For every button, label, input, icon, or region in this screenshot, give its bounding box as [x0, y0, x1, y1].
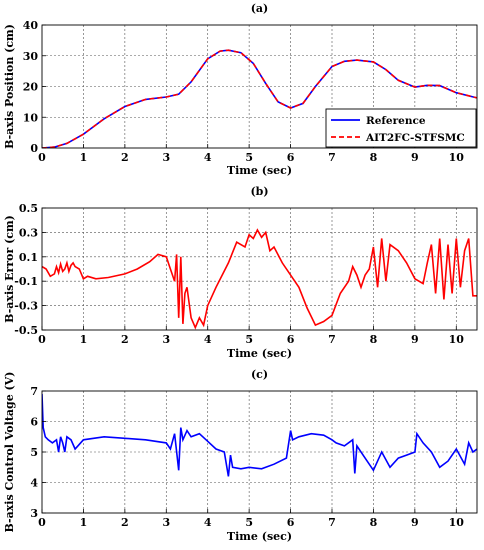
- x-tick-label: 5: [245, 516, 253, 529]
- x-tick-label: 10: [449, 151, 465, 164]
- x-tick-label: 7: [328, 516, 336, 529]
- y-axis-label: B-axis Control Voltage (V): [3, 372, 16, 533]
- x-tick-label: 6: [287, 151, 295, 164]
- y-tick-label: -0.3: [14, 300, 38, 313]
- series-line-1: [42, 393, 477, 477]
- x-tick-label: 0: [38, 516, 46, 529]
- y-axis-label: B-axis Error (cm): [3, 215, 16, 323]
- x-axis-label: Time (sec): [227, 530, 292, 543]
- x-tick-label: 1: [80, 151, 88, 164]
- x-tick-label: 0: [38, 333, 46, 346]
- y-tick-label: 7: [30, 385, 38, 398]
- x-tick-label: 9: [411, 151, 419, 164]
- x-axis-label: Time (sec): [227, 164, 292, 177]
- y-tick-label: 6: [30, 416, 38, 429]
- series-line-ait2fc-stfsmc: [42, 49, 477, 148]
- x-tick-label: 9: [411, 333, 419, 346]
- y-tick-label: 0: [30, 142, 38, 155]
- y-tick-label: 0.1: [19, 251, 38, 264]
- y-tick-label: 30: [23, 50, 39, 63]
- series-line-1: [42, 228, 477, 330]
- y-tick-label: 0.5: [19, 202, 38, 215]
- y-tick-label: 40: [23, 19, 39, 32]
- panel-3: 0 1 2 3 4 5 6 7 8 9 10 3 4 5 6 7 (c) Time (sec) B-axis Con…: [3, 368, 478, 543]
- y-tick-label: 5: [30, 446, 38, 459]
- x-tick-label: 3: [162, 516, 170, 529]
- x-tick-label: 7: [328, 333, 336, 346]
- panel-1: 0 1 2 3 4 5 6 7 8 9 10 0 10 20 30 40 (a) Time (sec) B-axis…: [3, 2, 478, 177]
- x-tick-label: 2: [121, 151, 129, 164]
- y-tick-label: 20: [23, 81, 39, 94]
- chart-title: (b): [250, 185, 268, 198]
- y-tick-label: 4: [30, 477, 38, 490]
- x-tick-label: 4: [204, 333, 212, 346]
- x-tick-label: 6: [287, 333, 295, 346]
- x-tick-label: 1: [80, 333, 88, 346]
- chart-title: (c): [251, 368, 268, 381]
- x-tick-label: 8: [370, 151, 378, 164]
- x-tick-label: 4: [204, 151, 212, 164]
- chart-title: (a): [251, 2, 269, 15]
- x-tick-label: 1: [80, 516, 88, 529]
- legend: Reference AIT2FC-STFSMC: [325, 108, 477, 148]
- x-tick-label: 4: [204, 516, 212, 529]
- legend-label: AIT2FC-STFSMC: [365, 132, 465, 144]
- x-tick-label: 3: [162, 151, 170, 164]
- y-tick-label: 3: [30, 507, 38, 520]
- x-tick-label: 10: [449, 333, 465, 346]
- legend-label: Reference: [366, 115, 426, 127]
- x-tick-label: 8: [370, 516, 378, 529]
- x-axis-label: Time (sec): [227, 347, 292, 360]
- y-tick-label: 10: [23, 111, 39, 124]
- y-tick-label: -0.1: [14, 275, 38, 288]
- x-tick-label: 7: [328, 151, 336, 164]
- x-tick-label: 5: [245, 151, 253, 164]
- y-tick-label: 0.3: [19, 226, 38, 239]
- x-tick-label: 6: [287, 516, 295, 529]
- x-tick-label: 2: [121, 516, 129, 529]
- plot-frame: [41, 207, 478, 331]
- y-tick-label: -0.5: [14, 324, 38, 337]
- x-tick-label: 8: [370, 333, 378, 346]
- panel-2: 0 1 2 3 4 5 6 7 8 9 10 -0.5 -0.3 -0.1 0.1 0.3 0.5 (b) Time…: [3, 185, 478, 360]
- x-tick-label: 2: [121, 333, 129, 346]
- x-tick-label: 5: [245, 333, 253, 346]
- x-tick-label: 0: [38, 151, 46, 164]
- y-axis-label: B-axis Position (cm): [3, 24, 16, 149]
- x-tick-label: 10: [449, 516, 465, 529]
- x-tick-label: 3: [162, 333, 170, 346]
- x-tick-label: 9: [411, 516, 419, 529]
